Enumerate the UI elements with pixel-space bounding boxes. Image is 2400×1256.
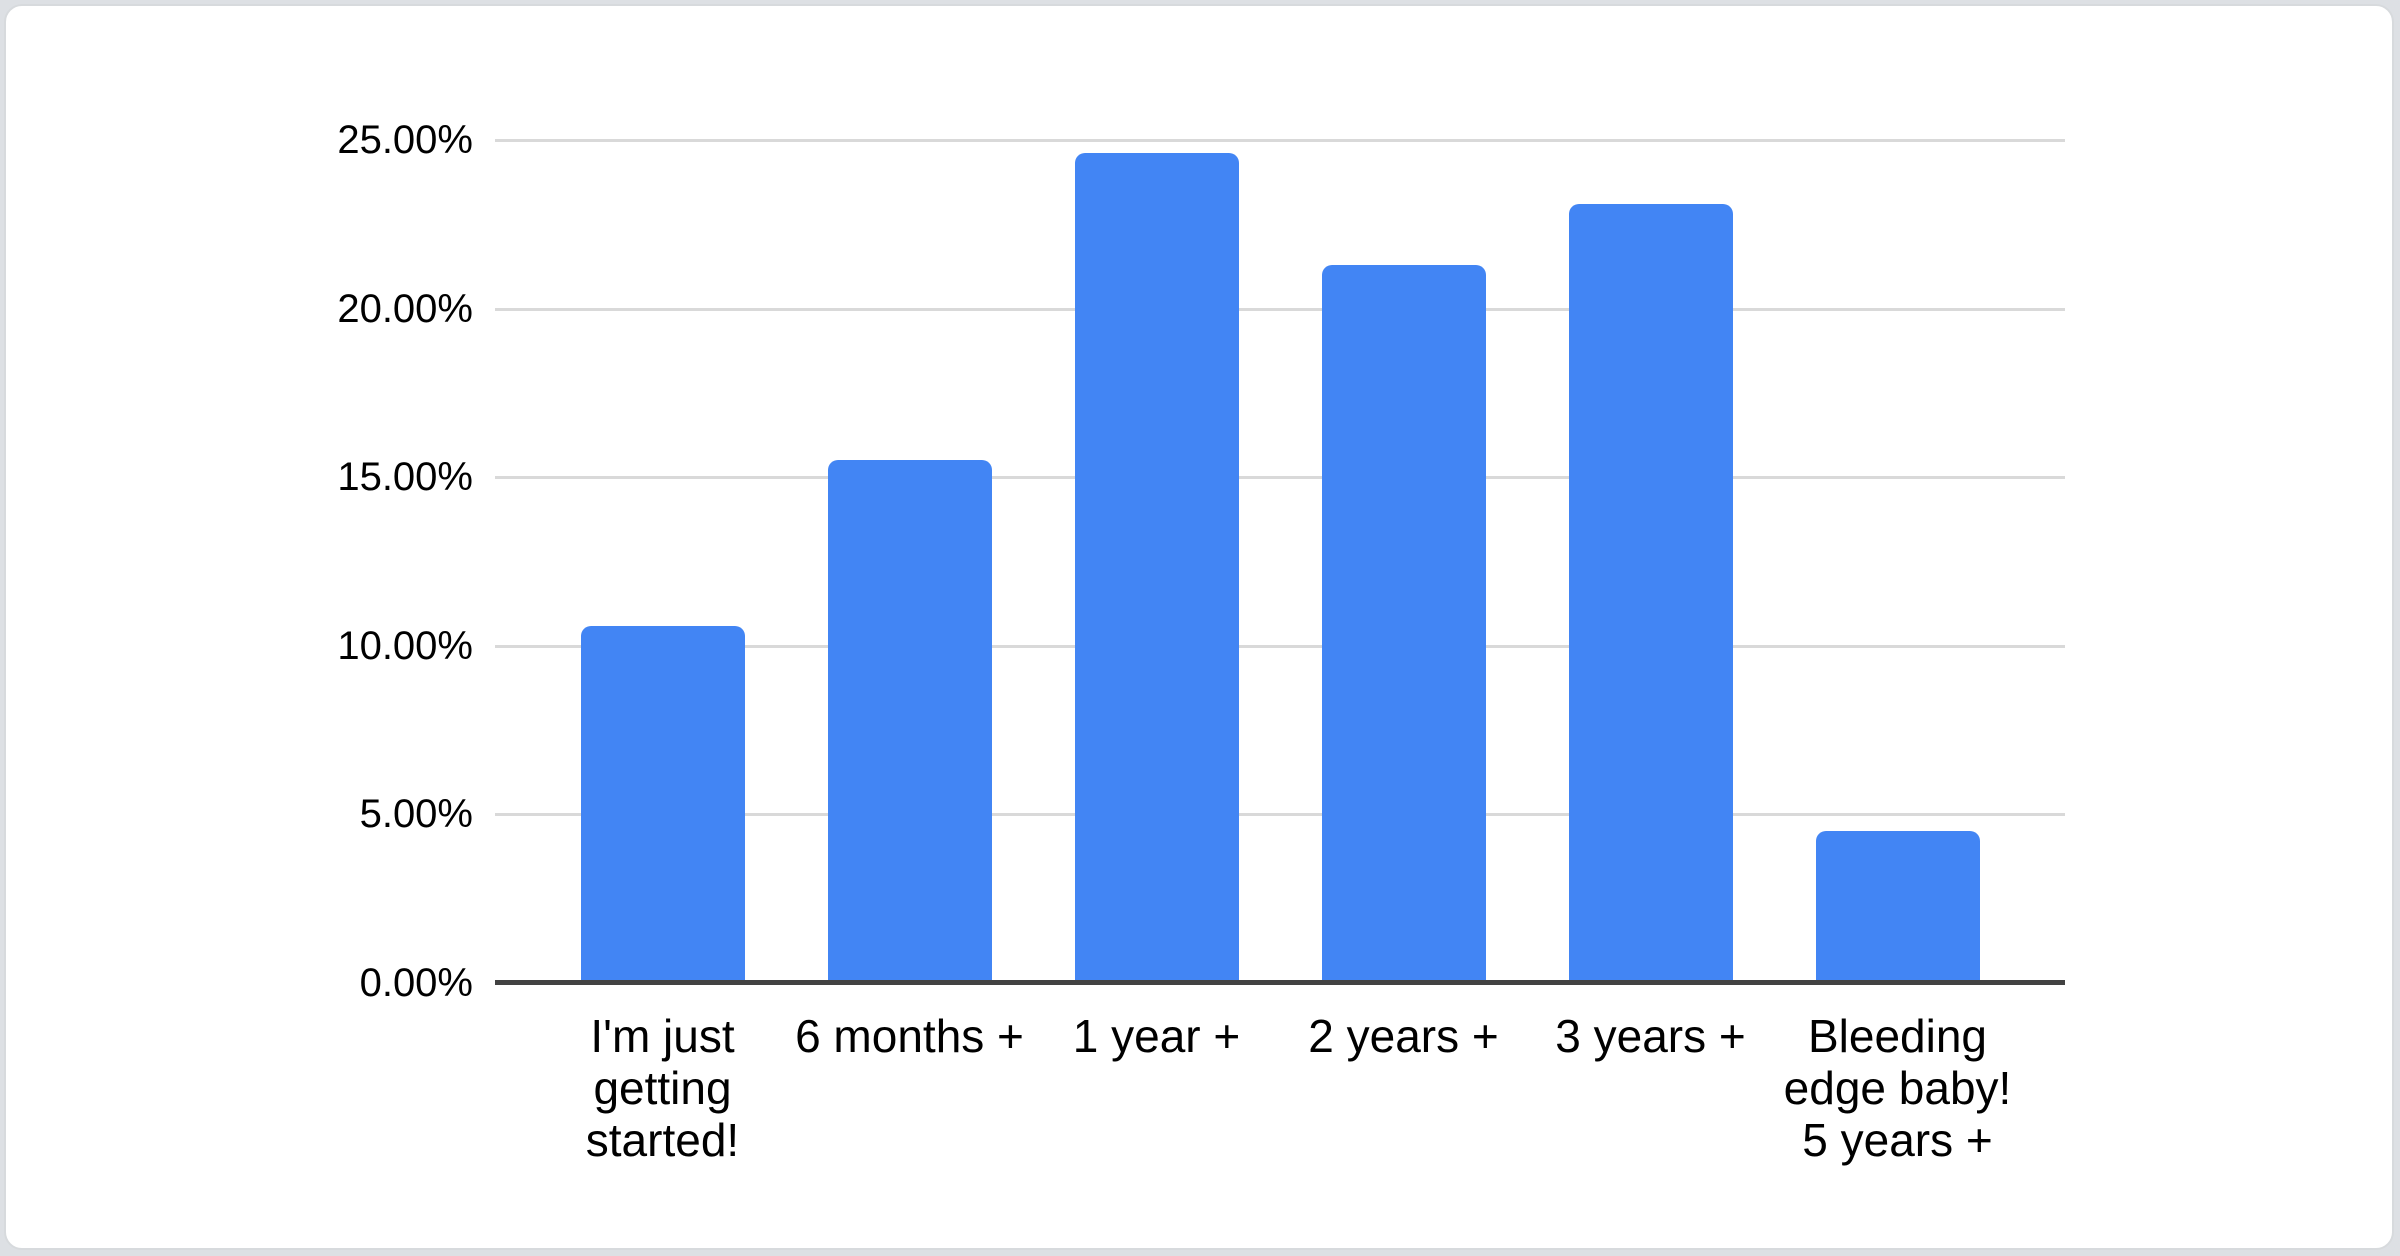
chart-card: 0.00% 5.00% 10.00% 15.00% 20.00% 25.00% I'm ju… [4, 4, 2394, 1250]
y-axis-tick-label: 10.00% [337, 623, 473, 668]
x-axis-category-label: 1 year + [1072, 1010, 1241, 1062]
y-gridline [495, 476, 2065, 480]
y-axis-tick-label: 15.00% [337, 455, 473, 500]
y-axis-tick-label: 0.00% [359, 961, 473, 1005]
y-gridline [495, 813, 2065, 817]
x-axis-baseline [495, 980, 2065, 985]
bar[interactable] [1074, 153, 1239, 983]
x-axis-category-label: 3 years + [1555, 1010, 1746, 1062]
x-axis-category-label: I'm just getting started! [585, 1010, 740, 1166]
bar[interactable] [1568, 204, 1733, 983]
y-axis-tick-label: 25.00% [337, 118, 473, 162]
x-axis-category-label: Bleeding edge baby! 5 years + [1783, 1010, 2012, 1166]
bar[interactable] [1321, 264, 1486, 983]
y-axis-tick-label: 20.00% [337, 286, 473, 331]
bar[interactable] [827, 460, 992, 983]
bar[interactable] [1815, 831, 1980, 983]
y-axis-tick-label: 5.00% [359, 792, 473, 837]
y-gridline [495, 307, 2065, 311]
x-axis-category-label: 2 years + [1308, 1010, 1499, 1062]
x-axis-category-label: 6 months + [795, 1010, 1024, 1062]
y-gridline [495, 644, 2065, 648]
bar[interactable] [580, 625, 745, 983]
y-gridline [495, 139, 2065, 142]
